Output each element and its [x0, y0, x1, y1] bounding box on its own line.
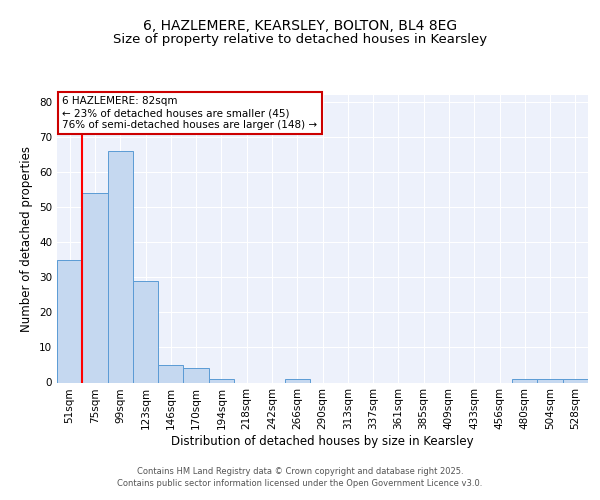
X-axis label: Distribution of detached houses by size in Kearsley: Distribution of detached houses by size … [171, 435, 474, 448]
Bar [82, 193, 107, 382]
Text: 6 HAZLEMERE: 82sqm
← 23% of detached houses are smaller (45)
76% of semi-detache: 6 HAZLEMERE: 82sqm ← 23% of detached hou… [62, 96, 317, 130]
Bar [158, 365, 184, 382]
Bar [107, 151, 133, 382]
Text: Size of property relative to detached houses in Kearsley: Size of property relative to detached ho… [113, 32, 487, 46]
Bar [209, 379, 234, 382]
Y-axis label: Number of detached properties: Number of detached properties [20, 146, 34, 332]
Bar [538, 379, 563, 382]
Bar [563, 379, 588, 382]
Bar [57, 260, 82, 382]
Text: Contains public sector information licensed under the Open Government Licence v3: Contains public sector information licen… [118, 478, 482, 488]
Text: Contains HM Land Registry data © Crown copyright and database right 2025.: Contains HM Land Registry data © Crown c… [137, 467, 463, 476]
Bar [184, 368, 209, 382]
Bar [512, 379, 538, 382]
Bar [133, 281, 158, 382]
Text: 6, HAZLEMERE, KEARSLEY, BOLTON, BL4 8EG: 6, HAZLEMERE, KEARSLEY, BOLTON, BL4 8EG [143, 19, 457, 33]
Bar [284, 379, 310, 382]
